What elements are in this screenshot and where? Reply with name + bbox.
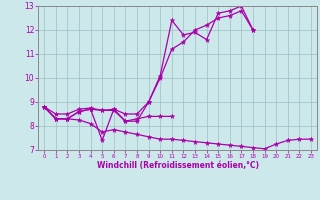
X-axis label: Windchill (Refroidissement éolien,°C): Windchill (Refroidissement éolien,°C) <box>97 161 259 170</box>
